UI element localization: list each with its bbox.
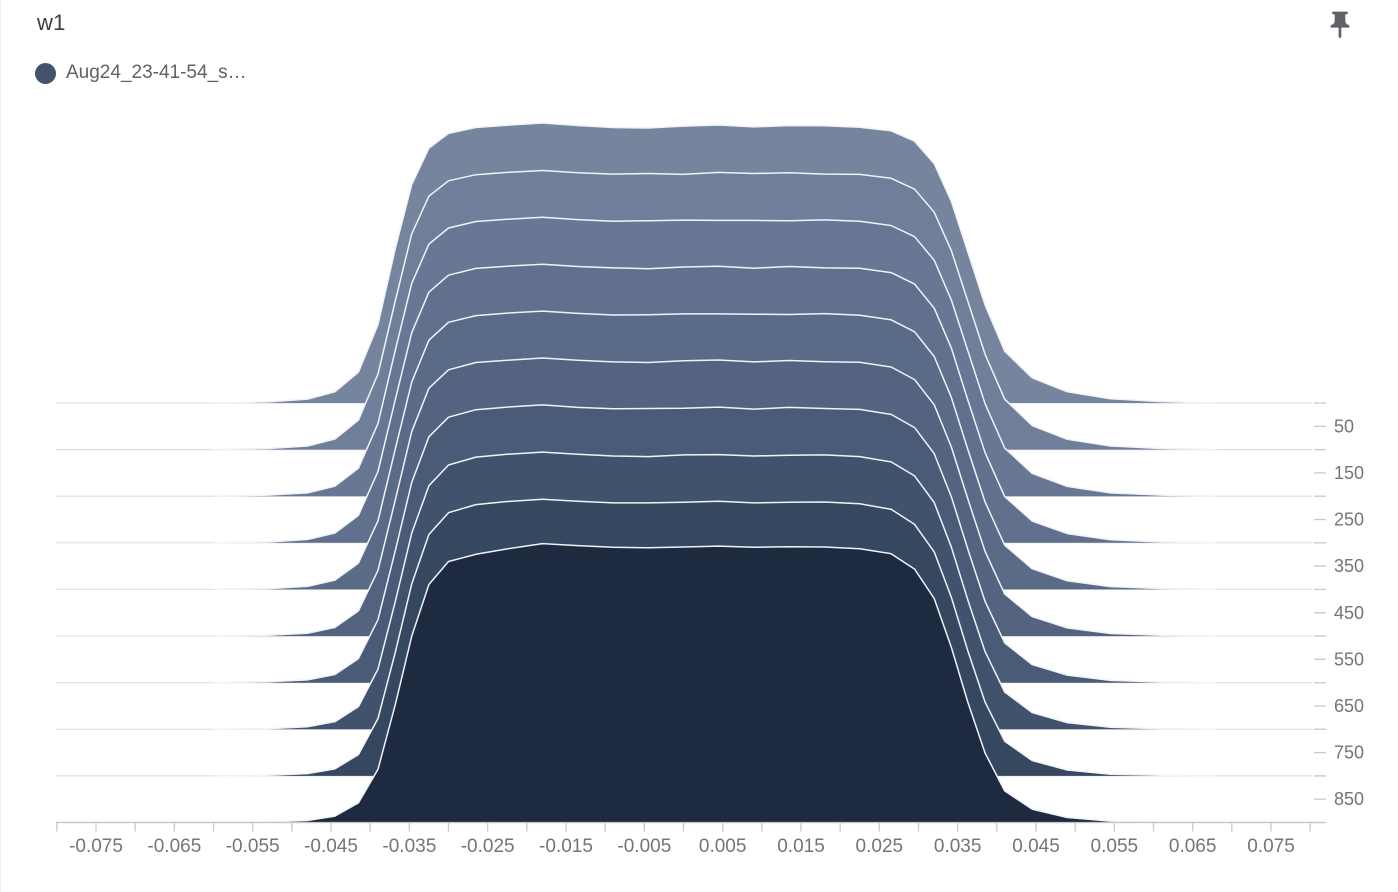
x-tick-label: -0.045 xyxy=(304,836,358,857)
y-tick-label: 450 xyxy=(1334,603,1364,623)
histogram-ridge-outline-step-0 xyxy=(213,122,1217,404)
histogram-ridge-outline-step-800 xyxy=(213,498,1217,777)
histogram-ridge-outline-step-200 xyxy=(213,216,1217,497)
x-tick-label: 0.045 xyxy=(1012,836,1060,857)
chart-title: w1 xyxy=(37,10,66,35)
legend-run-label: Aug24_23-41-54_s… xyxy=(66,62,247,83)
y-tick-label: 50 xyxy=(1334,416,1354,436)
x-tick-label: -0.035 xyxy=(382,836,436,857)
x-tick-label: 0.035 xyxy=(934,836,982,857)
x-tick-label: -0.005 xyxy=(617,836,671,857)
x-tick-label: 0.065 xyxy=(1169,836,1217,857)
histogram-ridge-outline-step-600 xyxy=(213,404,1217,684)
histogram-ridge-outline-step-500 xyxy=(213,357,1217,637)
y-tick-label: 650 xyxy=(1334,696,1364,716)
histogram-ridge-step-900[interactable] xyxy=(213,543,1217,823)
y-tick-label: 750 xyxy=(1334,743,1364,763)
y-tick-label: 850 xyxy=(1334,789,1364,809)
x-tick-label: -0.065 xyxy=(147,836,201,857)
x-tick-label: 0.055 xyxy=(1091,836,1139,857)
histogram-ridge-outline-step-400 xyxy=(213,310,1217,591)
histogram-ridge-outline-step-700 xyxy=(213,451,1217,731)
legend-run-dot xyxy=(35,62,56,84)
legend: Aug24_23-41-54_s… xyxy=(35,62,247,84)
histogram-ridge-outline-step-300 xyxy=(213,263,1217,544)
x-tick-label: -0.025 xyxy=(461,836,515,857)
y-tick-label: 550 xyxy=(1334,649,1364,669)
y-tick-label: 350 xyxy=(1334,556,1364,576)
push-pin-icon xyxy=(1330,11,1350,39)
histogram-ridge-outline-step-100 xyxy=(213,169,1217,451)
x-tick-label: 0.005 xyxy=(699,836,747,857)
card-header: w1 xyxy=(37,10,66,36)
pin-card-button[interactable] xyxy=(1324,8,1358,42)
x-tick-label: -0.055 xyxy=(226,836,280,857)
y-tick-label: 250 xyxy=(1334,510,1364,530)
x-tick-label: 0.015 xyxy=(777,836,825,857)
x-tick-label: 0.025 xyxy=(856,836,904,857)
x-tick-label: 0.075 xyxy=(1247,836,1295,857)
x-tick-label: -0.075 xyxy=(69,836,123,857)
x-tick-label: -0.015 xyxy=(539,836,593,857)
y-tick-label: 150 xyxy=(1334,463,1364,483)
histogram-ridge-outline-step-900 xyxy=(213,542,1217,824)
